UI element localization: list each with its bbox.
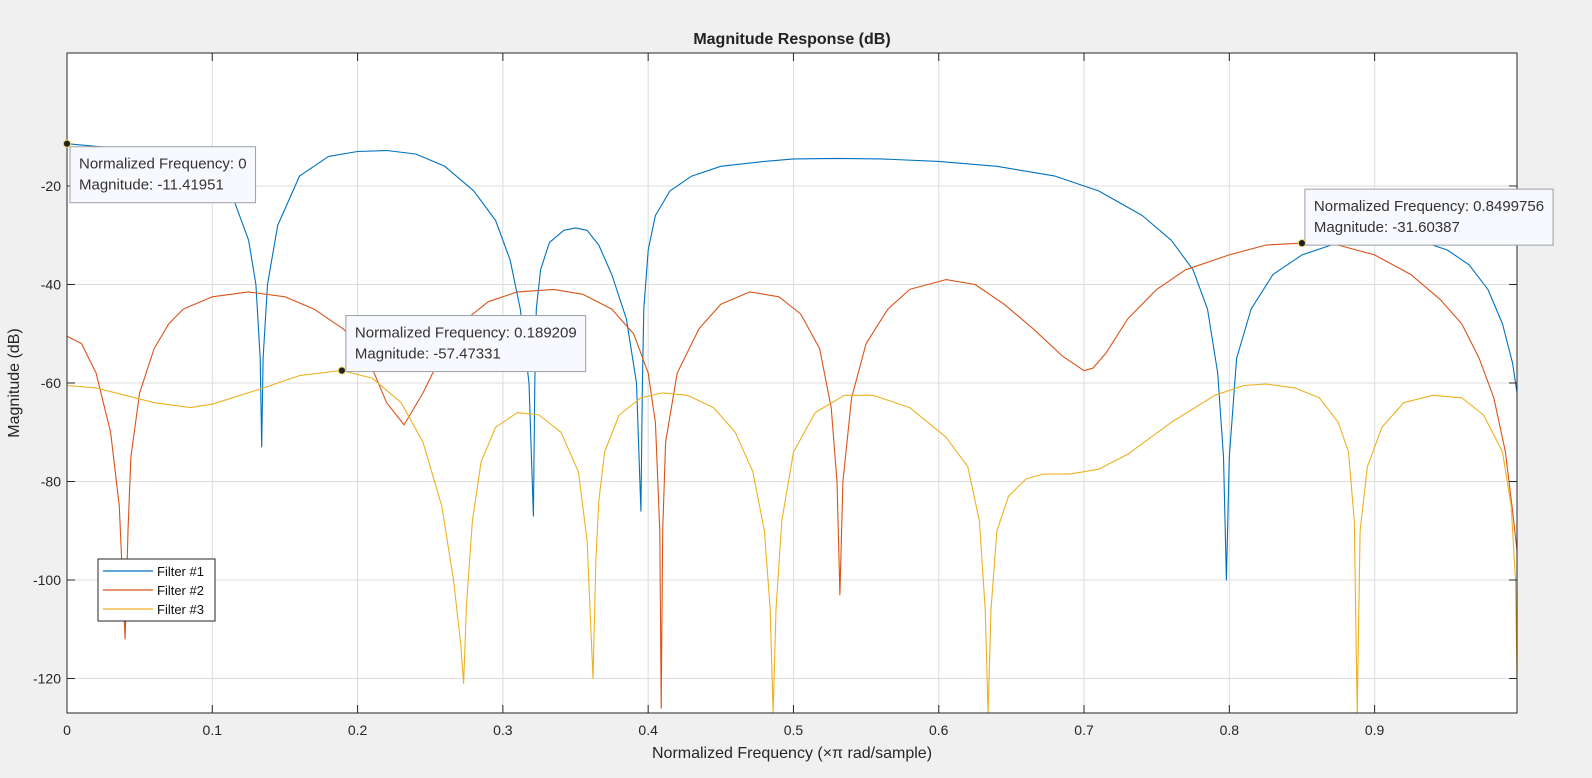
- data-tip-2[interactable]: Normalized Frequency: 0.189209 Magnitude:…: [337, 315, 587, 375]
- data-tip-marker: [1297, 239, 1307, 248]
- data-tip-frequency: Normalized Frequency: 0.189209: [355, 325, 577, 342]
- data-tip-box: [345, 315, 587, 373]
- data-tip-1[interactable]: Normalized Frequency: 0 Magnitude: -11.41…: [62, 139, 257, 204]
- data-tip-box: [69, 146, 257, 204]
- x-tick-label: 0.4: [638, 722, 658, 738]
- y-tick-label: -60: [41, 375, 61, 391]
- x-tick-label: 0.3: [493, 722, 513, 738]
- x-tick-label: 0.5: [784, 722, 804, 738]
- data-tip-magnitude: Magnitude: -11.41951: [79, 177, 224, 194]
- x-tick-label: 0.2: [348, 722, 368, 738]
- y-tick-label: -20: [41, 178, 61, 194]
- series-line-filter-2[interactable]: [66, 242, 1518, 709]
- data-tip-frequency: Normalized Frequency: 0: [79, 156, 247, 173]
- x-tick-label: 0.6: [929, 722, 949, 738]
- x-tick-label: 0: [63, 722, 71, 738]
- data-tip-3[interactable]: Normalized Frequency: 0.8499756 Magnitude…: [1297, 188, 1554, 248]
- data-tip-magnitude: Magnitude: -57.47331: [355, 346, 501, 363]
- x-tick-label: 0.8: [1220, 722, 1240, 738]
- grid: [67, 53, 1517, 713]
- legend-label-filter-3: Filter #3: [157, 602, 204, 617]
- data-tip-magnitude: Magnitude: -31.60387: [1314, 219, 1460, 236]
- y-axis-label: Magnitude (dB): [6, 328, 23, 437]
- legend[interactable]: Filter #1 Filter #2 Filter #3: [97, 558, 216, 622]
- x-tick-label: 0.9: [1365, 722, 1385, 738]
- x-axis-label: Normalized Frequency (×π rad/sample): [652, 745, 932, 762]
- x-tick-label: 0.7: [1074, 722, 1094, 738]
- data-tip-frequency: Normalized Frequency: 0.8499756: [1314, 198, 1544, 215]
- series-line-filter-3[interactable]: [66, 369, 1518, 714]
- data-tips: Normalized Frequency: 0 Magnitude: -11.41…: [62, 139, 1554, 375]
- y-tick-label: -120: [33, 671, 61, 687]
- legend-label-filter-1: Filter #1: [157, 564, 204, 579]
- data-tip-marker: [337, 366, 347, 375]
- series-layer: [66, 143, 1518, 714]
- series-line-filter-1[interactable]: [66, 143, 1518, 581]
- x-tick-label: 0.1: [203, 722, 223, 738]
- data-tip-marker: [62, 139, 72, 148]
- y-tick-label: -100: [33, 572, 61, 588]
- chart-title: Magnitude Response (dB): [693, 31, 890, 48]
- y-tick-label: -40: [41, 276, 61, 292]
- y-tick-label: -80: [41, 474, 61, 490]
- ticks: 0 0.1 0.2 0.3 0.4 0.5 0.6 0.7 0.8 0.9 -20 -40 -60 -80…: [33, 53, 1517, 738]
- legend-label-filter-2: Filter #2: [157, 583, 204, 598]
- data-tip-box: [1304, 188, 1554, 246]
